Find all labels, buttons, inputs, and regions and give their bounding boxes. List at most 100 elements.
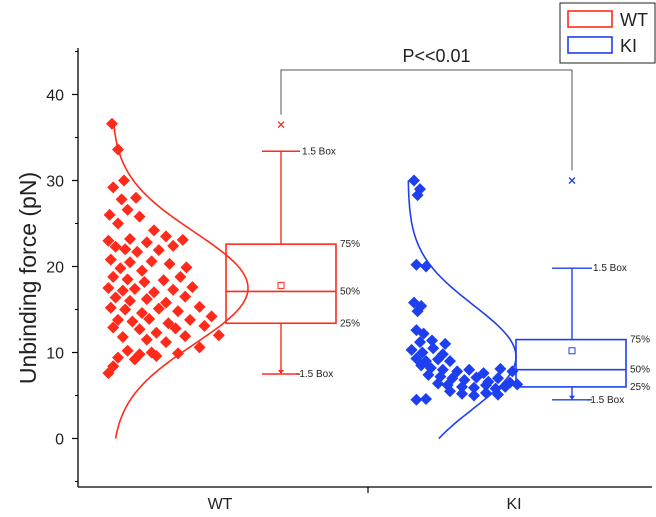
data-point: [148, 224, 160, 237]
y-axis-label: Unbinding force (pN): [15, 172, 41, 384]
data-point: [468, 389, 480, 402]
data-point: [463, 363, 476, 376]
data-point: [157, 274, 170, 287]
data-point: [133, 323, 146, 336]
data-point: [107, 321, 120, 334]
data-point: [128, 282, 141, 295]
data-point: [198, 319, 211, 332]
data-point: [492, 388, 504, 401]
data-point: [167, 239, 180, 252]
data-point: [103, 208, 116, 221]
data-point: [148, 286, 160, 299]
data-point: [427, 342, 440, 355]
data-point: [414, 336, 426, 349]
data-point: [114, 262, 127, 275]
q1-label: 25%: [340, 318, 360, 329]
annotations: P<<0.01: [280, 46, 573, 171]
data-point: [109, 240, 122, 253]
data-point: [167, 283, 180, 296]
data-point: [136, 306, 148, 319]
data-point: [432, 353, 444, 366]
distribution-curve: [112, 120, 249, 439]
axes: 0 10 20 30 40 WT KI: [46, 48, 652, 513]
box: [225, 243, 337, 325]
y-tick-label: 0: [55, 432, 64, 449]
x-tick-label: KI: [506, 496, 521, 513]
outlier-marker: [568, 177, 576, 184]
data-point: [411, 189, 424, 202]
data-point: [179, 290, 192, 303]
legend-swatch: [567, 36, 613, 54]
data-point: [121, 203, 134, 216]
data-point: [172, 305, 184, 318]
lower-whisker-marker: [569, 395, 575, 400]
data-point: [432, 377, 444, 390]
series-ki: 1.5 Box 75% 50% 25% -1.5 Box: [405, 174, 650, 440]
data-point: [499, 380, 512, 393]
data-point: [118, 174, 130, 187]
y-tick-label: 20: [46, 260, 64, 277]
legend-swatch: [567, 10, 613, 28]
data-point: [444, 355, 456, 368]
data-point: [410, 393, 423, 406]
data-point: [193, 341, 206, 354]
data-point: [160, 230, 172, 243]
data-point: [124, 256, 136, 269]
data-point: [422, 368, 435, 381]
data-point: [102, 234, 115, 247]
data-point: [124, 232, 136, 245]
data-point: [128, 353, 141, 366]
data-point: [106, 117, 118, 130]
data-point: [121, 344, 134, 357]
data-point: [456, 387, 468, 400]
data-point: [119, 303, 132, 316]
data-point: [184, 313, 196, 326]
outlier-marker: [277, 121, 285, 129]
data-point: [444, 385, 456, 398]
legend-label: WT: [620, 10, 648, 30]
data-point: [411, 305, 424, 318]
distribution-curve: [407, 180, 517, 440]
data-point: [112, 351, 124, 364]
data-point: [130, 191, 142, 204]
data-point: [470, 371, 483, 384]
data-point: [439, 337, 452, 350]
lower-whisker-marker: [278, 370, 284, 374]
data-point: [160, 336, 172, 349]
data-point: [480, 386, 492, 399]
significance-bracket: [280, 69, 573, 171]
data-point: [480, 379, 492, 392]
data-point: [133, 210, 146, 223]
data-point: [160, 296, 172, 309]
lower-whisker-label: -1.5 Box: [296, 369, 333, 380]
data-point: [102, 367, 115, 380]
upper-whisker-label: 1.5 Box: [593, 263, 627, 274]
significance-label: P<<0.01: [402, 46, 470, 66]
series-group: 1.5 Box 75% 50% 25% -1.5 Box 1.5 Box 75% 50% 25%…: [102, 117, 650, 440]
data-point: [186, 281, 199, 294]
data-point: [109, 291, 122, 304]
data-point: [140, 236, 153, 249]
legend-label: KI: [620, 36, 637, 56]
data-point: [417, 327, 430, 340]
data-point: [180, 261, 193, 274]
data-point: [112, 313, 124, 326]
y-tick-label: 30: [46, 174, 64, 191]
data-point: [138, 275, 151, 288]
q3-label: 75%: [340, 239, 360, 250]
data-point: [162, 317, 175, 330]
data-point: [150, 349, 163, 362]
data-point: [152, 302, 165, 315]
data-point: [112, 217, 124, 230]
data-point: [112, 143, 124, 156]
data-point: [169, 322, 182, 335]
series-wt: 1.5 Box 75% 50% 25% -1.5 Box: [102, 117, 360, 439]
data-point: [176, 233, 189, 246]
data-point: [163, 257, 176, 270]
data-point: [152, 244, 165, 257]
data-point: [102, 282, 115, 294]
data-point: [492, 372, 504, 385]
data-point: [420, 392, 432, 405]
y-tick-label: 40: [46, 88, 64, 105]
